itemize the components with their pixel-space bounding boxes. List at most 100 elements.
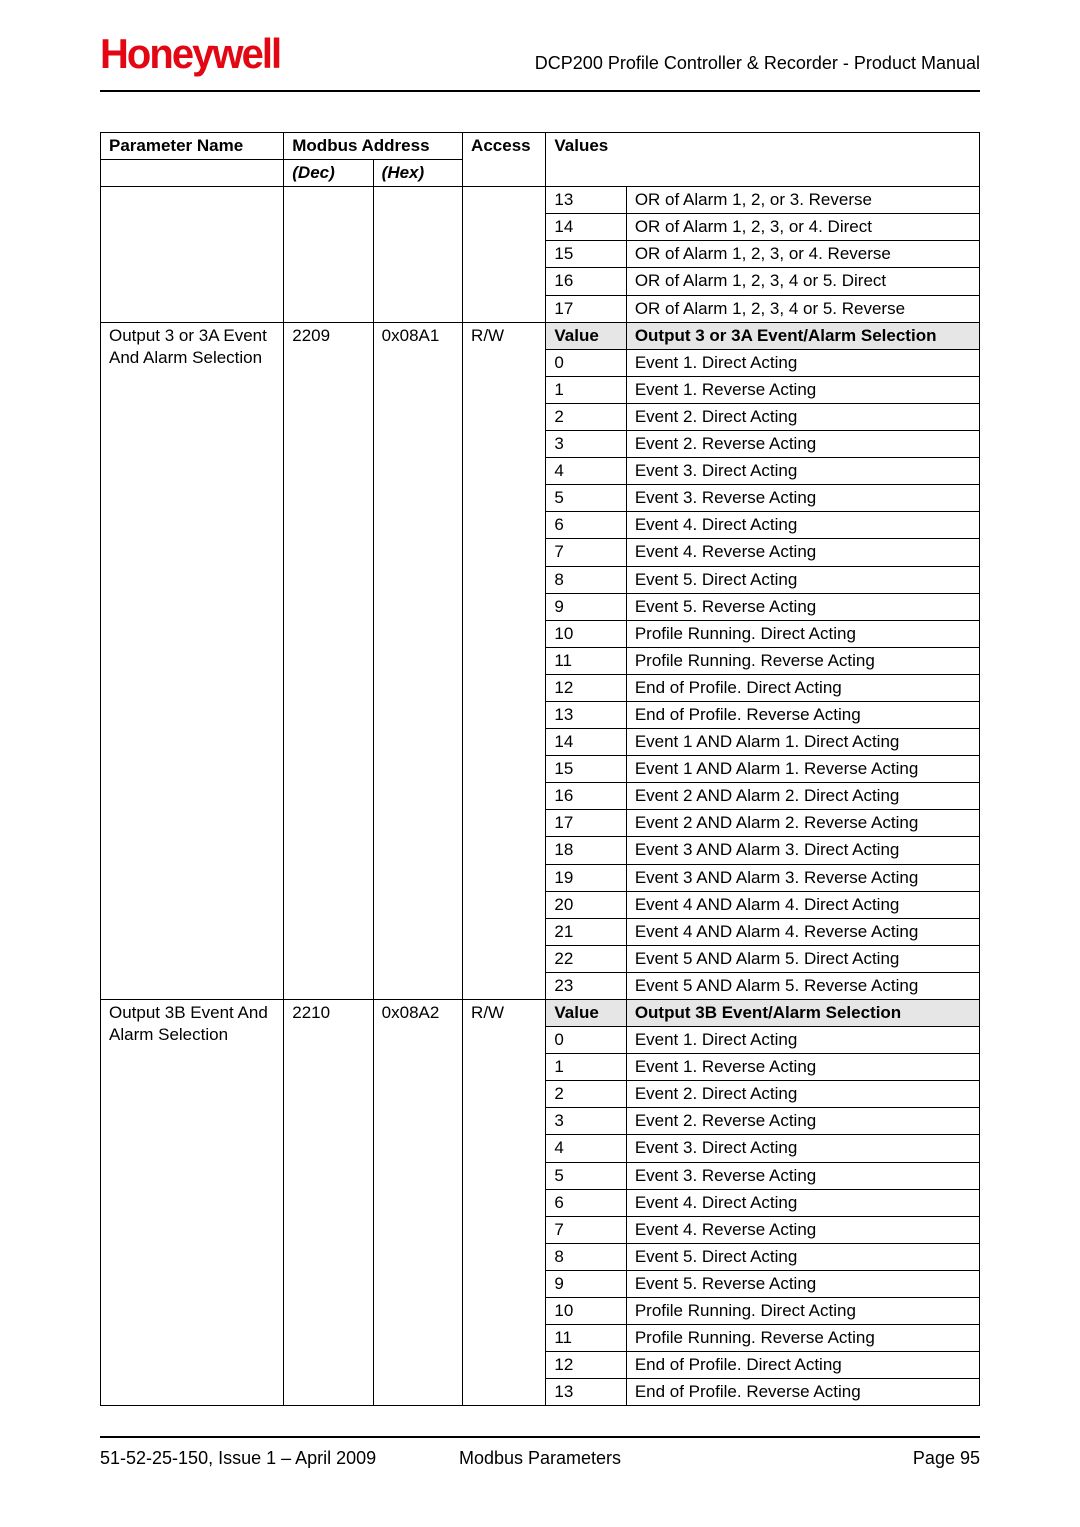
value-cell: 13 (546, 1379, 626, 1406)
col-header-parameter-name: Parameter Name (101, 133, 284, 160)
desc-subheader: Output 3B Event/Alarm Selection (626, 1000, 979, 1027)
desc-cell: Event 5. Reverse Acting (626, 593, 979, 620)
dec-cell: 2209 (284, 322, 373, 999)
col-header-dec: (Dec) (284, 160, 373, 187)
dec-cell (284, 187, 373, 322)
hex-cell: 0x08A1 (373, 322, 462, 999)
desc-cell: Event 2. Direct Acting (626, 403, 979, 430)
desc-cell: Event 1. Reverse Acting (626, 1054, 979, 1081)
desc-cell: Event 2. Reverse Acting (626, 1108, 979, 1135)
desc-cell: Event 4. Reverse Acting (626, 1216, 979, 1243)
value-cell: 18 (546, 837, 626, 864)
value-cell: 6 (546, 512, 626, 539)
desc-cell: End of Profile. Reverse Acting (626, 1379, 979, 1406)
value-cell: 4 (546, 1135, 626, 1162)
value-cell: 17 (546, 295, 626, 322)
col-header-values: Values (546, 133, 980, 187)
table-row: Output 3 or 3A Event And Alarm Selection… (101, 322, 980, 349)
desc-cell: Event 4 AND Alarm 4. Direct Acting (626, 891, 979, 918)
page: Honeywell DCP200 Profile Controller & Re… (0, 0, 1080, 1527)
value-cell: 14 (546, 214, 626, 241)
desc-cell: Profile Running. Direct Acting (626, 620, 979, 647)
hex-cell (373, 187, 462, 322)
value-cell: 7 (546, 539, 626, 566)
value-cell: 11 (546, 1325, 626, 1352)
access-cell: R/W (463, 322, 546, 999)
value-cell: 16 (546, 783, 626, 810)
col-header-access: Access (463, 133, 546, 187)
value-cell: 5 (546, 485, 626, 512)
value-cell: 3 (546, 431, 626, 458)
desc-cell: Event 4 AND Alarm 4. Reverse Acting (626, 918, 979, 945)
value-cell: 1 (546, 1054, 626, 1081)
value-cell: 8 (546, 566, 626, 593)
desc-subheader: Output 3 or 3A Event/Alarm Selection (626, 322, 979, 349)
desc-cell: OR of Alarm 1, 2, 3, or 4. Reverse (626, 241, 979, 268)
desc-cell: Event 3. Direct Acting (626, 458, 979, 485)
col-header-hex: (Hex) (373, 160, 462, 187)
desc-cell: Event 3. Reverse Acting (626, 485, 979, 512)
desc-cell: OR of Alarm 1, 2, 3, 4 or 5. Reverse (626, 295, 979, 322)
desc-cell: End of Profile. Direct Acting (626, 674, 979, 701)
desc-cell: Event 4. Reverse Acting (626, 539, 979, 566)
table-row: Output 3B Event And Alarm Selection22100… (101, 1000, 980, 1027)
desc-cell: Event 5. Direct Acting (626, 566, 979, 593)
value-subheader: Value (546, 1000, 626, 1027)
param-name-cell: Output 3 or 3A Event And Alarm Selection (101, 322, 284, 999)
desc-cell: Event 2 AND Alarm 2. Direct Acting (626, 783, 979, 810)
value-cell: 2 (546, 403, 626, 430)
desc-cell: Event 1. Reverse Acting (626, 376, 979, 403)
value-cell: 11 (546, 647, 626, 674)
desc-cell: Event 5 AND Alarm 5. Direct Acting (626, 945, 979, 972)
col-header-modbus-address: Modbus Address (284, 133, 463, 160)
value-cell: 10 (546, 1298, 626, 1325)
value-cell: 4 (546, 458, 626, 485)
value-cell: 10 (546, 620, 626, 647)
value-cell: 13 (546, 701, 626, 728)
dec-cell: 2210 (284, 1000, 373, 1406)
desc-cell: Event 1 AND Alarm 1. Reverse Acting (626, 756, 979, 783)
desc-cell: End of Profile. Reverse Acting (626, 701, 979, 728)
value-cell: 19 (546, 864, 626, 891)
value-cell: 14 (546, 729, 626, 756)
desc-cell: Event 1. Direct Acting (626, 349, 979, 376)
page-header: Honeywell DCP200 Profile Controller & Re… (100, 30, 980, 92)
value-subheader: Value (546, 322, 626, 349)
desc-cell: Event 5. Reverse Acting (626, 1270, 979, 1297)
desc-cell: End of Profile. Direct Acting (626, 1352, 979, 1379)
value-cell: 16 (546, 268, 626, 295)
desc-cell: Profile Running. Reverse Acting (626, 647, 979, 674)
access-cell (463, 187, 546, 322)
param-name-cell: Output 3B Event And Alarm Selection (101, 1000, 284, 1406)
desc-cell: Event 4. Direct Acting (626, 1189, 979, 1216)
desc-cell: OR of Alarm 1, 2, or 3. Reverse (626, 187, 979, 214)
desc-cell: Event 2. Direct Acting (626, 1081, 979, 1108)
desc-cell: Event 4. Direct Acting (626, 512, 979, 539)
desc-cell: Event 1. Direct Acting (626, 1027, 979, 1054)
footer-left: 51-52-25-150, Issue 1 – April 2009 (100, 1448, 393, 1469)
value-cell: 17 (546, 810, 626, 837)
desc-cell: Event 1 AND Alarm 1. Direct Acting (626, 729, 979, 756)
value-cell: 0 (546, 349, 626, 376)
document-title: DCP200 Profile Controller & Recorder - P… (535, 53, 980, 78)
value-cell: 20 (546, 891, 626, 918)
desc-cell: OR of Alarm 1, 2, 3, or 4. Direct (626, 214, 979, 241)
honeywell-logo: Honeywell (100, 30, 280, 78)
value-cell: 6 (546, 1189, 626, 1216)
value-cell: 15 (546, 756, 626, 783)
value-cell: 7 (546, 1216, 626, 1243)
footer-right: Page 95 (687, 1448, 980, 1469)
hex-cell: 0x08A2 (373, 1000, 462, 1406)
value-cell: 13 (546, 187, 626, 214)
access-cell: R/W (463, 1000, 546, 1406)
desc-cell: Event 5. Direct Acting (626, 1243, 979, 1270)
value-cell: 12 (546, 674, 626, 701)
desc-cell: Event 2. Reverse Acting (626, 431, 979, 458)
value-cell: 5 (546, 1162, 626, 1189)
footer-center: Modbus Parameters (393, 1448, 686, 1469)
page-footer: 51-52-25-150, Issue 1 – April 2009 Modbu… (100, 1436, 980, 1469)
desc-cell: Event 3 AND Alarm 3. Direct Acting (626, 837, 979, 864)
parameters-table: Parameter NameModbus AddressAccessValues… (100, 132, 980, 1406)
value-cell: 9 (546, 593, 626, 620)
value-cell: 9 (546, 1270, 626, 1297)
